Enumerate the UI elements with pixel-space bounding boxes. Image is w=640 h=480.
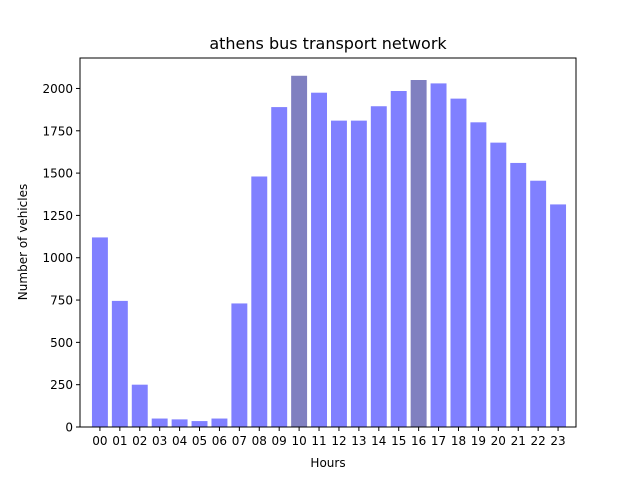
x-tick-label: 14 — [371, 434, 386, 448]
y-tick-label: 1500 — [42, 167, 73, 181]
y-tick-label: 1250 — [42, 209, 73, 223]
bar-05 — [191, 421, 208, 427]
x-tick-label: 19 — [471, 434, 486, 448]
bar-23 — [550, 204, 567, 427]
y-tick-label: 1750 — [42, 124, 73, 138]
x-tick-label: 10 — [291, 434, 306, 448]
x-axis: 00 01 02 03 04 05 06 07 08 09 10 11 12 13 14 15 16 17 18 19… — [92, 427, 566, 448]
x-tick-label: 18 — [451, 434, 466, 448]
x-tick-label: 09 — [272, 434, 287, 448]
x-tick-label: 06 — [212, 434, 227, 448]
x-tick-label: 04 — [172, 434, 187, 448]
x-tick-label: 12 — [331, 434, 346, 448]
x-tick-label: 00 — [92, 434, 107, 448]
bar-10 — [291, 75, 308, 427]
x-axis-label: Hours — [310, 456, 345, 470]
bar-20 — [490, 142, 507, 427]
y-tick-label: 0 — [65, 421, 73, 435]
y-tick-label: 1000 — [42, 251, 73, 265]
x-tick-label: 02 — [132, 434, 147, 448]
chart-title: athens bus transport network — [209, 34, 447, 53]
y-tick-label: 750 — [50, 294, 73, 308]
x-tick-label: 20 — [491, 434, 506, 448]
y-tick-label: 500 — [50, 336, 73, 350]
x-tick-label: 11 — [311, 434, 326, 448]
bar-21 — [510, 162, 527, 428]
bar-17 — [430, 83, 447, 428]
bar-06 — [211, 418, 228, 427]
bar-19 — [470, 122, 487, 427]
bar-09 — [271, 107, 288, 427]
bar-22 — [530, 180, 547, 427]
x-tick-label: 22 — [531, 434, 546, 448]
x-tick-label: 01 — [112, 434, 127, 448]
bar-14 — [370, 106, 387, 428]
x-tick-label: 08 — [252, 434, 267, 448]
x-tick-label: 21 — [511, 434, 526, 448]
bar-13 — [350, 120, 367, 427]
y-tick-label: 2000 — [42, 82, 73, 96]
bar-18 — [450, 98, 467, 428]
x-tick-label: 05 — [192, 434, 207, 448]
bar-12 — [330, 120, 347, 427]
bar-08 — [251, 176, 268, 427]
y-tick-label: 250 — [50, 378, 73, 392]
bar-00 — [91, 237, 108, 427]
bar-07 — [231, 303, 248, 427]
bar-01 — [111, 300, 128, 427]
bar-03 — [151, 418, 168, 427]
x-tick-label: 17 — [431, 434, 446, 448]
x-tick-label: 16 — [411, 434, 426, 448]
bar-04 — [171, 419, 188, 427]
plot-frame — [79, 57, 577, 428]
bar-15 — [390, 91, 407, 427]
x-tick-label: 15 — [391, 434, 406, 448]
y-axis-label: Number of vehicles — [16, 184, 30, 300]
bar-02 — [131, 384, 148, 427]
y-axis: 0 250 500 750 1000 1250 1500 1750 2000 — [42, 82, 80, 435]
bar-16 — [410, 80, 427, 428]
bar-11 — [311, 92, 328, 428]
x-tick-label: 03 — [152, 434, 167, 448]
x-tick-label: 07 — [232, 434, 247, 448]
bars-group — [91, 75, 567, 428]
x-tick-label: 23 — [550, 434, 565, 448]
x-tick-label: 13 — [351, 434, 366, 448]
